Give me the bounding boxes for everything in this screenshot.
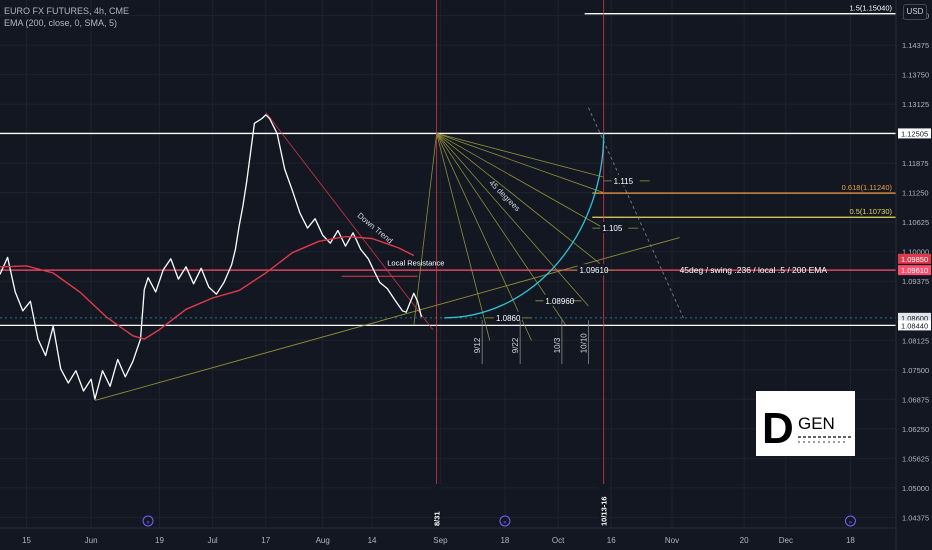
level-label: 0.5(1.10730) [849,207,892,216]
y-tick-label: 1.05000 [902,484,929,493]
vertical-line-label: 10/13-16 [600,496,609,526]
price-line [0,114,423,400]
y-tick-label: 1.10625 [902,218,929,227]
arc: 1.0860 1.08960 1.09610 1.105 1.115 [444,133,650,323]
x-tick-label: Nov [665,536,679,545]
arc-label-bg [543,294,572,306]
y-tick-label: 1.14375 [902,41,929,50]
fib-arc [444,133,605,319]
fan-line [436,133,604,178]
y-tick-label: 1.13750 [902,71,929,80]
arc-label-bg [493,311,522,323]
date-marker-label: 10/10 [579,333,588,354]
y-tick-label: 1.06250 [902,425,929,434]
x-tick-label: 16 [607,536,616,545]
y-tick-label: 1.13125 [902,100,929,109]
y-tick-label: 1.11875 [902,159,929,168]
confluence-label: 45deg / swing .236 / local .5 / 200 EMA [680,265,828,275]
annotations: Local Resistance 45deg / swing .236 / loc… [387,258,827,275]
level-label: 0.618(1.11240) [842,183,893,192]
y-tick-label: 1.04375 [902,513,929,522]
y-tick-label: 1.06875 [902,395,929,404]
x-tick-label: 15 [22,536,31,545]
local-resistance-label: Local Resistance [387,258,444,267]
ema-line [0,235,415,340]
logo-letter: D [762,404,794,453]
x-tick-label: 18 [846,536,855,545]
price-tag-label: 1.09610 [901,266,928,275]
vertical-lines: 8/31 10/13-16 [431,0,609,528]
price-tag-label: 1.08600 [901,314,928,323]
x-tick-label: Dec [779,536,793,545]
y-tick-label: 1.10000 [902,248,929,257]
event-icon [844,515,856,527]
fan-line [436,133,532,341]
fan-line [436,133,604,194]
price-tag-bg [898,253,931,264]
date-markers: 9/12 9/22 10/3 10/10 [473,320,589,365]
x-tick-label: 18 [500,536,509,545]
y-tick-label: 1.05625 [902,454,929,463]
x-tick-label: Sep [433,536,448,545]
vertical-label-bg [598,484,609,528]
vertical-line-label: 8/31 [433,511,442,526]
arc-label: 1.08960 [545,297,574,306]
dgen-logo: D GEN [756,391,855,456]
price-tag-label: 1.09850 [901,255,928,264]
trendline-down-trend [265,112,434,330]
arc-label-bg [611,174,640,186]
price-series [0,114,423,400]
fan-line [413,133,438,325]
event-icon [142,515,154,527]
horizontal-levels: 1.5(1.15040) 0.618(1.11240) 0.5(1.10730) [0,4,896,327]
x-tick-label: Aug [316,536,330,545]
price-tag-bg [898,265,931,276]
x-tick-label: Jun [85,536,98,545]
arc-label-bg [577,264,606,276]
arc-label: 1.105 [602,224,623,233]
time-axis[interactable]: 15 Jun 19 Jul 17 Aug 14 Sep 18 Oct 16 Nov 20 Dec 18 » » » [0,515,896,545]
fan-line [436,133,567,326]
indicator-legend: EMA (200, close, 0, SMA, 5) [4,18,118,28]
arc-label-bg [600,222,629,234]
level-label: 1.5(1.15040) [849,4,892,13]
y-tick-label: 1.08125 [902,336,929,345]
x-tick-label: 17 [261,536,270,545]
price-tag-bg [898,128,931,139]
fan-line [436,133,604,229]
x-tick-label: 19 [155,536,164,545]
event-icon-glyph: » [503,520,507,526]
event-icon [499,515,511,527]
trendline-projection [588,107,684,319]
fan-line [436,133,589,307]
date-marker-label: 9/22 [511,337,520,353]
price-tag-bg [898,320,931,331]
vertical-label-bg [431,484,442,528]
x-tick-label: Oct [552,536,565,545]
y-tick-label: 1.09375 [902,277,929,286]
date-marker-label: 10/3 [553,337,562,353]
y-tick-label: 1.07500 [902,366,929,375]
arc-label: 1.0860 [496,314,521,323]
date-marker-label: 9/12 [473,337,482,353]
arc-label: 1.09610 [579,266,608,275]
event-icon-glyph: » [146,520,150,526]
arc-label: 1.115 [614,177,634,186]
symbol-title: EURO FX FUTURES, 4h, CME [4,6,130,16]
x-tick-label: Jul [207,536,217,545]
x-tick-label: 20 [740,536,749,545]
fan-line [436,133,491,341]
event-icon-glyph: » [849,520,853,526]
price-tag-bg [898,312,931,323]
currency-button[interactable]: USD [903,4,927,20]
price-tag-label: 1.08440 [901,321,928,330]
logo-word: GEN [798,414,835,433]
price-tag-label: 1.12505 [901,129,928,138]
y-tick-label: 1.11250 [902,189,929,198]
x-tick-label: 14 [368,536,377,545]
